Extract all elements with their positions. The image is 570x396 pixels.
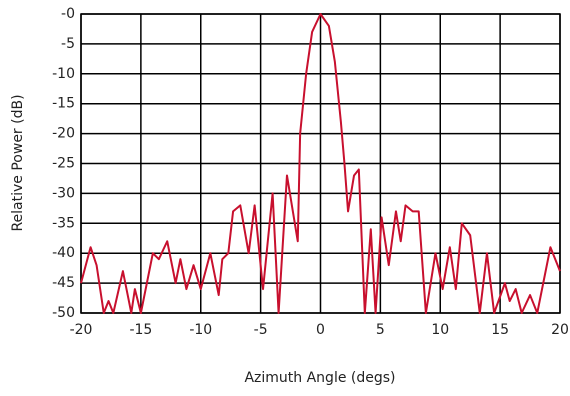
y-axis-title: Relative Power (dB) <box>10 94 26 231</box>
y-tick-label: -15 <box>52 96 75 112</box>
data-line <box>80 13 561 314</box>
x-tick-label: -15 <box>129 322 152 338</box>
x-axis-title: Azimuth Angle (degs) <box>244 370 395 386</box>
x-tick-label: -10 <box>189 322 212 338</box>
y-tick-label: -0 <box>61 6 75 22</box>
y-tick-label: -30 <box>52 185 75 201</box>
y-tick-label: -5 <box>61 36 75 52</box>
y-tick-label: -25 <box>52 156 75 172</box>
y-tick-label: -45 <box>52 275 75 291</box>
x-tick-label: -20 <box>70 322 93 338</box>
x-tick-label: -5 <box>254 322 268 338</box>
x-tick-label: 0 <box>316 322 325 338</box>
x-tick-label: 15 <box>491 322 509 338</box>
x-tick-label: 20 <box>551 322 569 338</box>
x-tick-label: 10 <box>431 322 449 338</box>
y-tick-label: -20 <box>52 126 75 142</box>
y-tick-label: -35 <box>52 215 75 231</box>
y-tick-label: -10 <box>52 66 75 82</box>
y-tick-label: -40 <box>52 245 75 261</box>
x-tick-label: 5 <box>376 322 385 338</box>
y-tick-label: -50 <box>52 305 75 321</box>
